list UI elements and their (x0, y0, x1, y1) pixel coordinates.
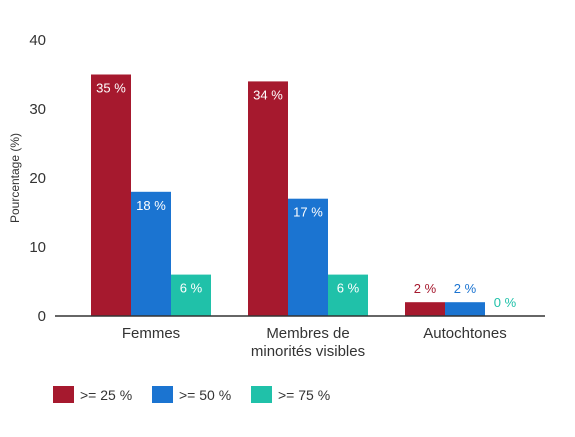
legend-label-2: >= 50 % (179, 387, 231, 403)
bar-3-2 (328, 274, 368, 316)
x-tick-label: minorités visibles (251, 343, 365, 360)
bar-3-1 (171, 274, 211, 316)
data-label: 0 % (494, 295, 517, 310)
data-label: 6 % (180, 281, 203, 296)
x-tick-label: Membres de (266, 325, 349, 342)
legend-label-1: >= 25 % (80, 387, 132, 403)
y-tick-label: 0 (38, 308, 46, 325)
bar-2-1 (131, 191, 171, 316)
y-tick-label: 20 (29, 170, 46, 187)
data-label: 2 % (454, 281, 477, 296)
bar-2-2 (288, 198, 328, 316)
legend-swatch-3 (251, 386, 272, 403)
data-label: 6 % (337, 281, 360, 296)
y-tick-label: 30 (29, 101, 46, 118)
x-tick-label: Autochtones (423, 325, 506, 342)
y-tick-label: 40 (29, 32, 46, 49)
x-tick-label: Femmes (122, 325, 180, 342)
bar-1-1 (91, 74, 131, 316)
legend-swatch-1 (53, 386, 74, 403)
legend-swatch-2 (152, 386, 173, 403)
data-label: 35 % (96, 81, 126, 96)
data-label: 2 % (414, 281, 437, 296)
bar-1-3 (405, 302, 445, 316)
data-label: 18 % (136, 198, 166, 213)
data-label: 17 % (293, 205, 323, 220)
data-label: 34 % (253, 87, 283, 102)
y-axis-label: Pourcentage (%) (8, 133, 22, 223)
legend-label-3: >= 75 % (278, 387, 330, 403)
y-tick-label: 10 (29, 239, 46, 256)
bar-2-3 (445, 302, 485, 316)
bar-1-2 (248, 81, 288, 317)
